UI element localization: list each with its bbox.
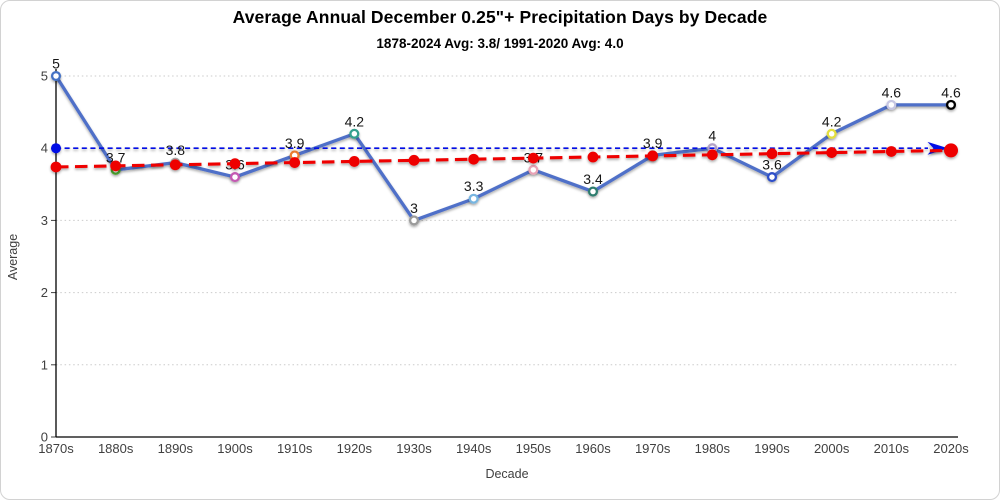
trend-dot — [169, 159, 181, 171]
series-marker — [468, 193, 479, 204]
y-axis-title: Average — [6, 234, 20, 280]
y-tick-label: 3 — [41, 213, 48, 228]
trend-line — [55, 148, 952, 169]
data-label: 3.7 — [106, 149, 126, 165]
y-tick-label: 1 — [41, 357, 48, 372]
trend-dot — [468, 153, 480, 165]
data-label: 4.6 — [941, 84, 961, 100]
series-line — [54, 74, 953, 223]
y-axis-title-group: Average — [6, 234, 20, 280]
series-marker — [945, 99, 957, 110]
trend-dot — [826, 147, 838, 158]
trend-dot — [229, 158, 241, 170]
x-tick-label: 1940s — [456, 441, 492, 456]
x-tick-label: 1970s — [635, 441, 671, 456]
trend-dot — [706, 149, 718, 161]
data-label: 3 — [410, 200, 418, 216]
x-tick-label: 2020s — [933, 441, 969, 456]
x-tick-label: 1890s — [158, 441, 194, 456]
x-tick-label: 1980s — [695, 441, 731, 456]
trend-dot — [50, 161, 62, 173]
x-tick-label: 1900s — [217, 441, 253, 456]
series-marker — [886, 99, 897, 110]
x-tick-label: 1990s — [754, 441, 790, 456]
data-labels: 53.73.83.63.94.233.33.73.43.943.64.24.64… — [52, 56, 961, 216]
x-axis-labels: 1870s 1880s 1890s 1900s 1910s 1920s 1930s 1940s… — [38, 441, 969, 456]
x-tick-label: 2000s — [814, 441, 850, 456]
trend-dot — [408, 154, 420, 166]
y-axis-labels: 0 1 2 3 4 5 — [41, 69, 48, 445]
x-tick-label: 1920s — [337, 441, 373, 456]
data-label: 4.2 — [345, 113, 365, 129]
series-marker — [349, 128, 360, 139]
trend-dot — [289, 157, 301, 168]
data-label: 3.3 — [464, 178, 484, 194]
x-tick-label: 1950s — [516, 441, 552, 456]
chart-subtitle: 1878-2024 Avg: 3.8/ 1991-2020 Avg: 4.0 — [376, 36, 624, 51]
y-tick-label: 2 — [41, 285, 48, 300]
chart-title: Average Annual December 0.25"+ Precipita… — [232, 7, 768, 27]
data-label: 3.6 — [762, 157, 782, 173]
data-label: 3.9 — [643, 135, 663, 151]
data-label: 3.9 — [285, 135, 305, 151]
data-label: 3.4 — [583, 171, 603, 187]
x-axis-title-group: Decade — [485, 467, 528, 481]
trend-dot — [647, 150, 659, 162]
y-tick-label: 0 — [41, 430, 48, 445]
series-marker — [408, 215, 420, 226]
trend-line-group — [50, 143, 958, 173]
data-label: 5 — [52, 56, 60, 72]
x-tick-label: 2010s — [874, 441, 910, 456]
data-label: 4.2 — [822, 113, 842, 129]
x-tick-label: 1930s — [396, 441, 432, 456]
series-marker — [826, 128, 837, 139]
trend-dot — [885, 146, 897, 157]
trend-dot — [766, 148, 778, 160]
x-tick-label: 1880s — [98, 441, 134, 456]
trend-dot — [587, 151, 599, 163]
reference-start-dot — [51, 143, 61, 154]
reference-line-1991-2020-avg — [51, 141, 948, 155]
data-label: 3.8 — [166, 142, 186, 158]
series-marker — [50, 70, 62, 82]
series-marker — [528, 164, 539, 175]
data-label: 4.6 — [882, 84, 902, 100]
x-tick-label: 1960s — [575, 441, 611, 456]
x-tick-label: 1870s — [38, 441, 74, 456]
y-tick-label: 5 — [41, 69, 48, 84]
x-tick-label: 1910s — [277, 441, 313, 456]
series-marker — [766, 172, 778, 183]
data-label: 4 — [708, 128, 716, 144]
y-tick-label: 4 — [41, 141, 48, 156]
trend-dot — [110, 160, 122, 172]
series-marker — [587, 186, 599, 197]
trend-dot — [348, 156, 360, 167]
y-axis-ticks — [51, 75, 56, 438]
trend-dot — [944, 143, 958, 158]
axes — [55, 69, 958, 438]
x-axis-title: Decade — [485, 467, 528, 481]
trend-dot — [527, 152, 539, 164]
series-marker — [229, 172, 241, 183]
